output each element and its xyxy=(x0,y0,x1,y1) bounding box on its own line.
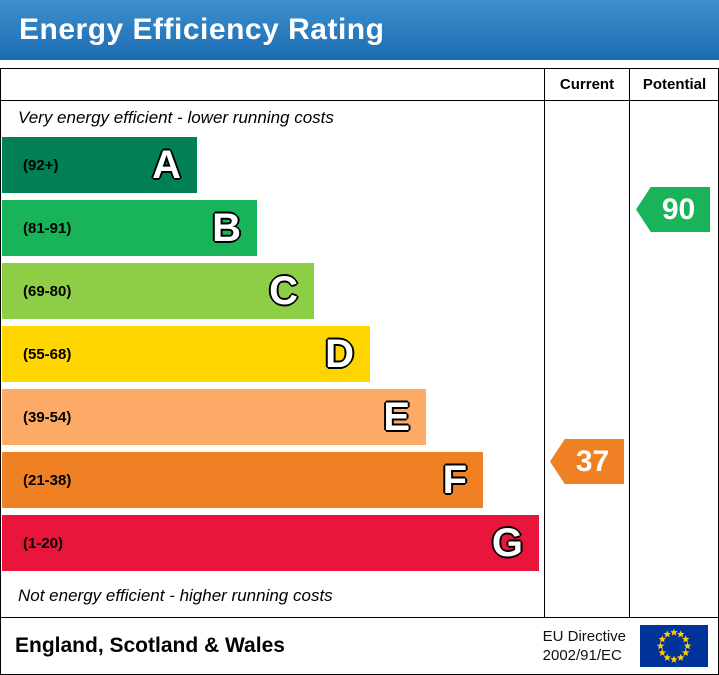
footer-bar: England, Scotland & Wales EU Directive 2… xyxy=(0,618,719,675)
band-row: (55-68) D xyxy=(2,326,370,382)
current-rating-arrow: 37 xyxy=(550,439,624,484)
potential-rating-value: 90 xyxy=(661,192,696,226)
band-letter: B xyxy=(212,206,241,250)
column-header-row xyxy=(1,69,718,101)
band-letter: C xyxy=(269,269,298,313)
band-range-label: (39-54) xyxy=(23,408,72,426)
eu-directive-label: EU Directive 2002/91/EC xyxy=(543,627,626,666)
band-range-label: (69-80) xyxy=(23,282,72,300)
band-letter: E xyxy=(383,395,410,439)
band-range-label: (1-20) xyxy=(23,534,64,552)
band-row: (21-38) F xyxy=(2,452,483,508)
band-letter: D xyxy=(325,332,354,376)
top-note: Very energy efficient - lower running co… xyxy=(18,108,334,127)
bands: (92+) A (81-91) B (69-80) C (55-68) D (3… xyxy=(2,137,539,578)
band-row: (92+) A xyxy=(2,137,197,193)
rating-table: Current Potential Very energy efficient … xyxy=(0,68,719,618)
band-letter: G xyxy=(491,521,523,565)
page-title: Energy Efficiency Rating xyxy=(19,13,385,46)
band-range-label: (55-68) xyxy=(23,345,72,363)
column-header-current: Current xyxy=(559,76,615,93)
footer-region-label: England, Scotland & Wales xyxy=(15,634,285,657)
current-rating-value: 37 xyxy=(575,444,610,478)
band-range-label: (81-91) xyxy=(23,219,72,237)
potential-column-divider xyxy=(629,69,630,617)
eu-flag-icon xyxy=(640,625,708,667)
bottom-note: Not energy efficient - higher running co… xyxy=(18,586,333,605)
band-row: (69-80) C xyxy=(2,263,314,319)
band-range-label: (92+) xyxy=(23,156,59,174)
band-letter: A xyxy=(152,143,181,187)
title-bar: Energy Efficiency Rating xyxy=(0,0,719,60)
potential-rating-arrow: 90 xyxy=(636,187,710,232)
band-letter: F xyxy=(442,458,467,502)
eu-directive-line1: EU Directive xyxy=(542,627,626,645)
band-range-label: (21-38) xyxy=(23,471,72,489)
column-header-potential: Potential xyxy=(642,76,707,93)
band-row: (1-20) G xyxy=(2,515,539,571)
current-column-divider xyxy=(544,69,545,617)
band-row: (39-54) E xyxy=(2,389,426,445)
band-row: (81-91) B xyxy=(2,200,257,256)
eu-directive-line2: 2002/91/EC xyxy=(542,647,622,664)
